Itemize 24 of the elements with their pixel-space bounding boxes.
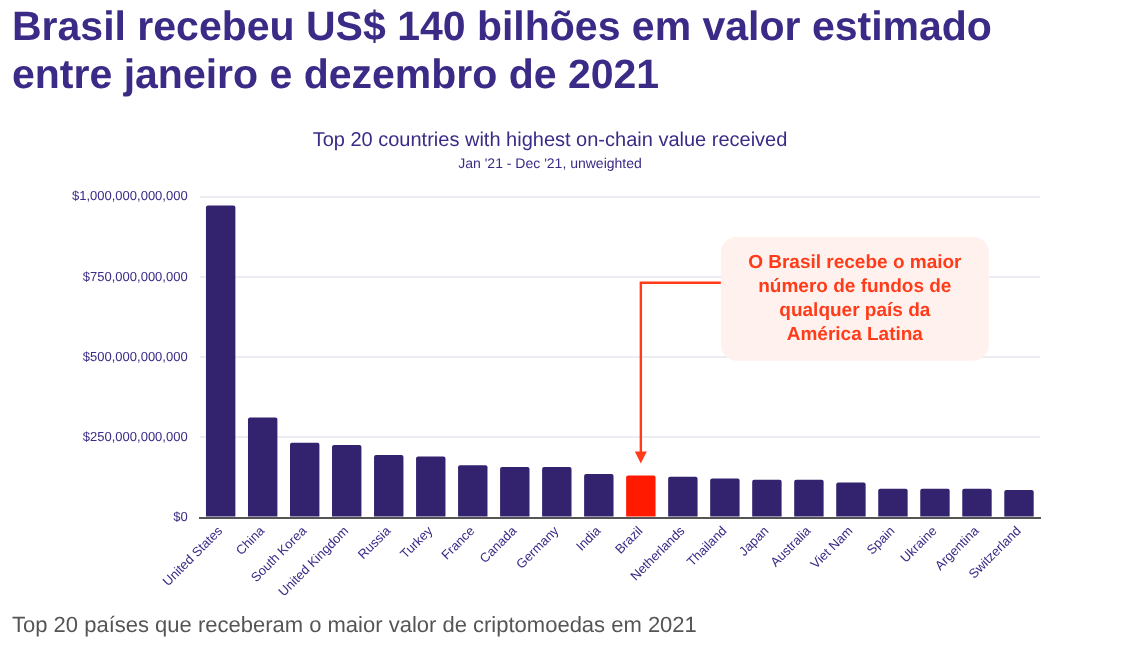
bar (205, 205, 236, 517)
bar (794, 479, 824, 517)
chart-title: Brasil recebeu US$ 140 bilhões em valor estimado entre janeiro e dezembro de 2021 (12, 4, 994, 100)
bar (584, 473, 614, 517)
bar (290, 442, 320, 517)
bar (836, 482, 866, 517)
bar (920, 488, 950, 517)
bar (626, 475, 656, 517)
bar (878, 488, 908, 517)
bar (500, 466, 530, 517)
bar (247, 417, 278, 517)
text: Top 20 países que receberam o maior valor de criptomoedas em 2021 (12, 614, 697, 638)
bar (1004, 489, 1034, 517)
bar (332, 445, 362, 517)
annotation: O Brasil recebe o maior número de fundos de qualquer país da América Latina (748, 252, 963, 347)
bar (710, 478, 740, 517)
bar (962, 488, 992, 517)
chart-subtitle: Top 20 countries with highest on-chain value received (312, 129, 788, 152)
bar (752, 479, 782, 517)
bar (668, 476, 698, 517)
bar (374, 455, 404, 517)
bar (416, 456, 446, 517)
bar (542, 466, 572, 517)
bar (458, 465, 488, 517)
